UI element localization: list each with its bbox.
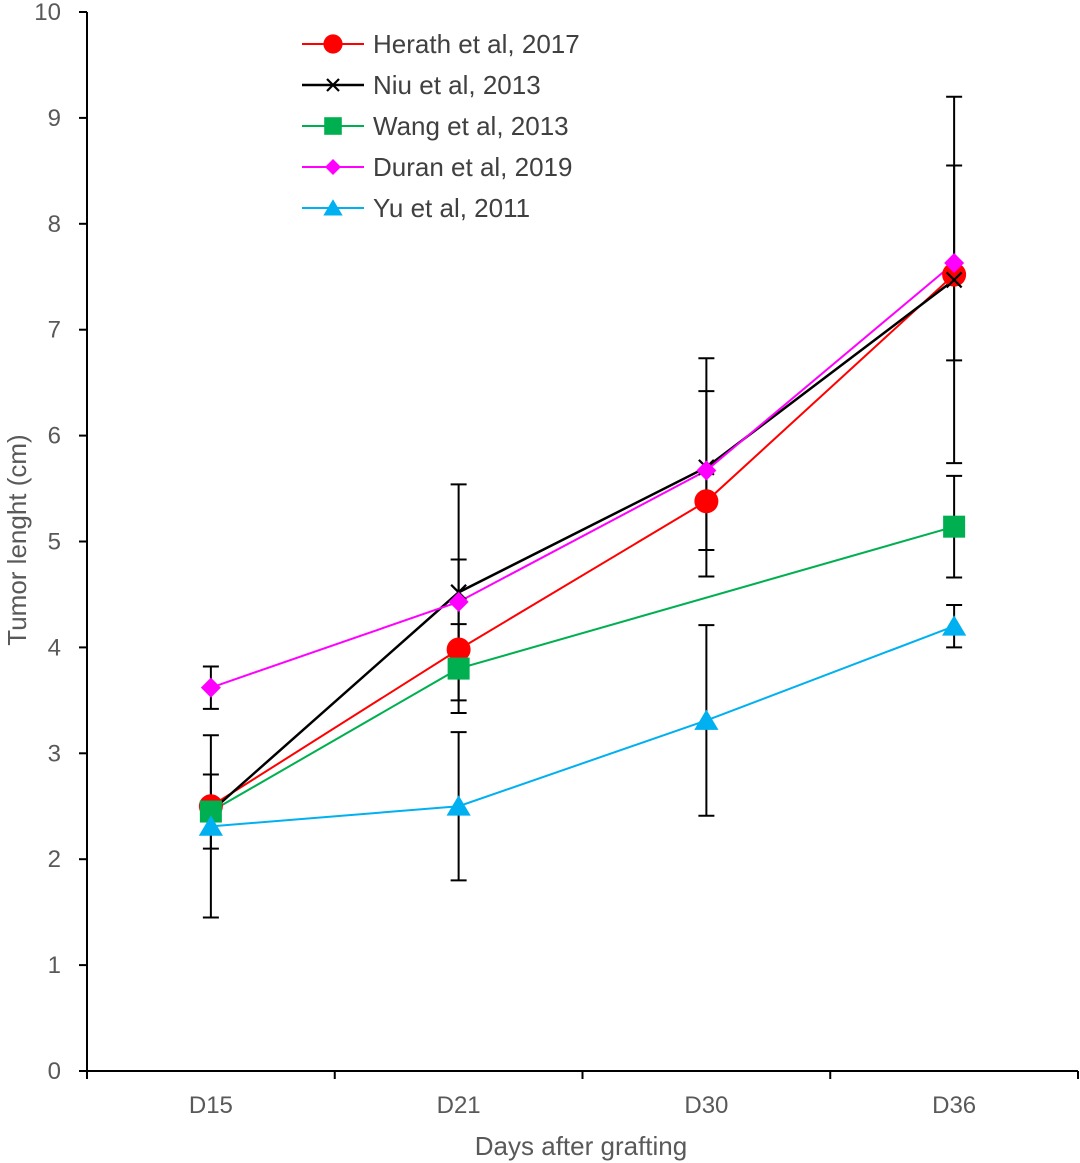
y-axis-title: Tumor lenght (cm) (2, 434, 32, 645)
legend: Herath et al, 2017 Niu et al, 2013 Wang et… (302, 29, 580, 223)
legend-label-duran-et-al-2019: Duran et al, 2019 (373, 152, 572, 182)
data-point-duran-et-al-2019 (696, 460, 717, 481)
series-line-herath-et-al-2017 (210, 273, 955, 808)
y-tick-label: 5 (48, 529, 61, 556)
data-point-wang-et-al-2013 (447, 657, 470, 680)
data-point-wang-et-al-2013 (199, 800, 222, 823)
data-point-duran-et-al-2019 (200, 677, 221, 698)
y-tick-label: 2 (48, 846, 61, 873)
legend-label-herath-et-al-2017: Herath et al, 2017 (373, 29, 580, 59)
x-marker-stroke (326, 78, 340, 92)
data-point-wang-et-al-2013 (943, 515, 966, 538)
y-tick-label: 6 (48, 423, 61, 450)
data-point-niu-et-al-2013 (945, 271, 963, 289)
x-tick-label: D36 (932, 1092, 976, 1119)
x-axis-title: Days after grafting (475, 1131, 687, 1161)
data-point-herath-et-al-2017 (942, 262, 967, 287)
data-point-yu-et-al-2011 (198, 815, 223, 836)
legend-marker-wang-et-al-2013 (324, 117, 342, 135)
legend-marker-niu-et-al-2013 (326, 78, 340, 92)
y-tick-label: 4 (48, 634, 61, 661)
series-line-niu-et-al-2013 (210, 278, 955, 813)
legend-label-yu-et-al-2011: Yu et al, 2011 (373, 193, 530, 223)
data-point-duran-et-al-2019 (944, 252, 965, 273)
axes: 0 1 2 3 4 5 6 7 8 9 10 D15 D21 D30 D36 (34, 0, 1079, 1119)
x-marker-stroke (945, 271, 963, 289)
x-tick-label: D15 (189, 1092, 233, 1119)
y-tick-label: 3 (48, 740, 61, 767)
series-line-duran-et-al-2019 (210, 262, 955, 689)
legend-marker-duran-et-al-2019 (325, 159, 341, 175)
data-point-duran-et-al-2019 (448, 591, 469, 612)
y-tick-label: 10 (34, 0, 61, 26)
series-lines (210, 262, 955, 828)
error-bars (202, 95, 963, 919)
legend-label-niu-et-al-2013: Niu et al, 2013 (373, 70, 541, 100)
legend-label-wang-et-al-2013: Wang et al, 2013 (373, 111, 569, 141)
data-point-yu-et-al-2011 (942, 615, 967, 636)
legend-marker-herath-et-al-2017 (323, 34, 343, 54)
series-line-yu-et-al-2011 (210, 625, 955, 828)
y-tick-label: 7 (48, 317, 61, 344)
x-tick-label: D30 (684, 1092, 728, 1119)
data-point-yu-et-al-2011 (694, 709, 719, 730)
y-tick-label: 1 (48, 952, 61, 979)
legend-marker-yu-et-al-2011 (323, 199, 343, 216)
data-point-herath-et-al-2017 (694, 489, 719, 514)
series-markers (198, 252, 967, 836)
y-tick-label: 8 (48, 211, 61, 238)
data-point-yu-et-al-2011 (446, 795, 471, 816)
y-tick-label: 9 (48, 105, 61, 132)
y-tick-label: 0 (48, 1058, 61, 1085)
x-tick-label: D21 (437, 1092, 481, 1119)
data-point-herath-et-al-2017 (446, 637, 471, 662)
